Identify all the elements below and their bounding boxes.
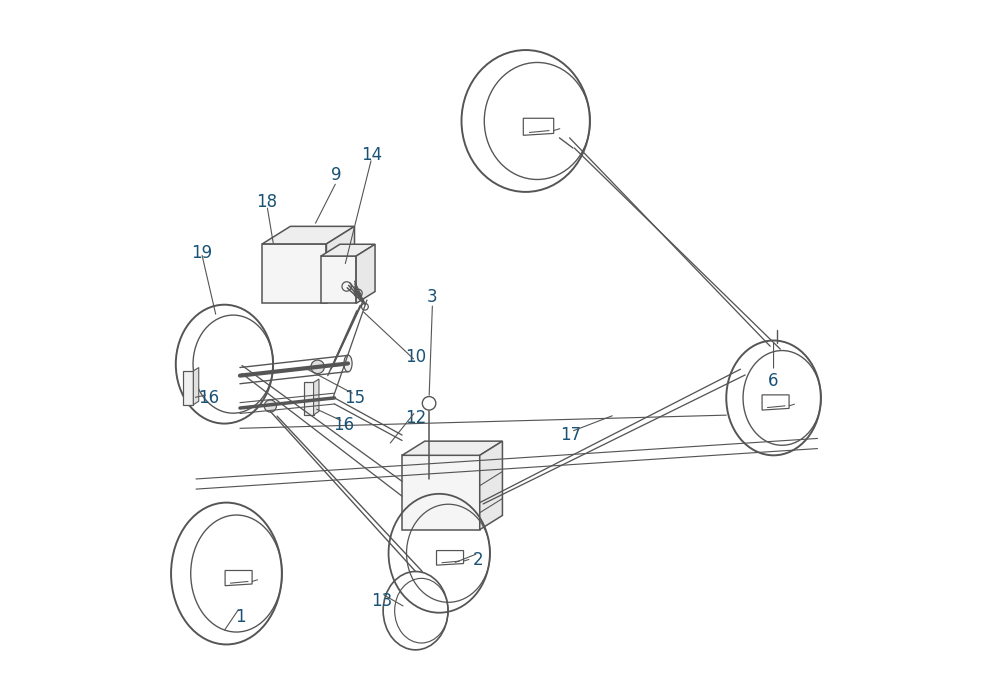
Polygon shape [321,244,375,256]
Polygon shape [326,226,355,303]
Text: 19: 19 [191,244,212,262]
Text: 10: 10 [405,349,426,366]
Bar [183,371,193,405]
Text: 1: 1 [235,608,245,627]
Text: 6: 6 [768,372,779,390]
Polygon shape [262,226,355,244]
Ellipse shape [344,355,352,372]
Polygon shape [262,244,326,303]
Text: 9: 9 [331,166,342,184]
Text: 16: 16 [198,389,219,407]
Polygon shape [321,256,356,303]
Polygon shape [193,368,199,405]
Circle shape [311,360,324,374]
Text: 15: 15 [344,389,365,407]
Polygon shape [356,244,375,303]
Bar [304,382,314,415]
Text: 12: 12 [405,409,426,427]
Text: 2: 2 [473,551,484,569]
Polygon shape [314,379,319,415]
Text: 14: 14 [361,146,382,163]
Text: 3: 3 [427,287,438,306]
Text: 16: 16 [333,416,354,434]
Text: 17: 17 [560,426,581,444]
Circle shape [264,400,276,412]
Text: 18: 18 [256,193,278,211]
Polygon shape [402,441,502,456]
Text: 13: 13 [371,592,392,609]
Polygon shape [480,441,502,530]
Polygon shape [402,456,480,530]
